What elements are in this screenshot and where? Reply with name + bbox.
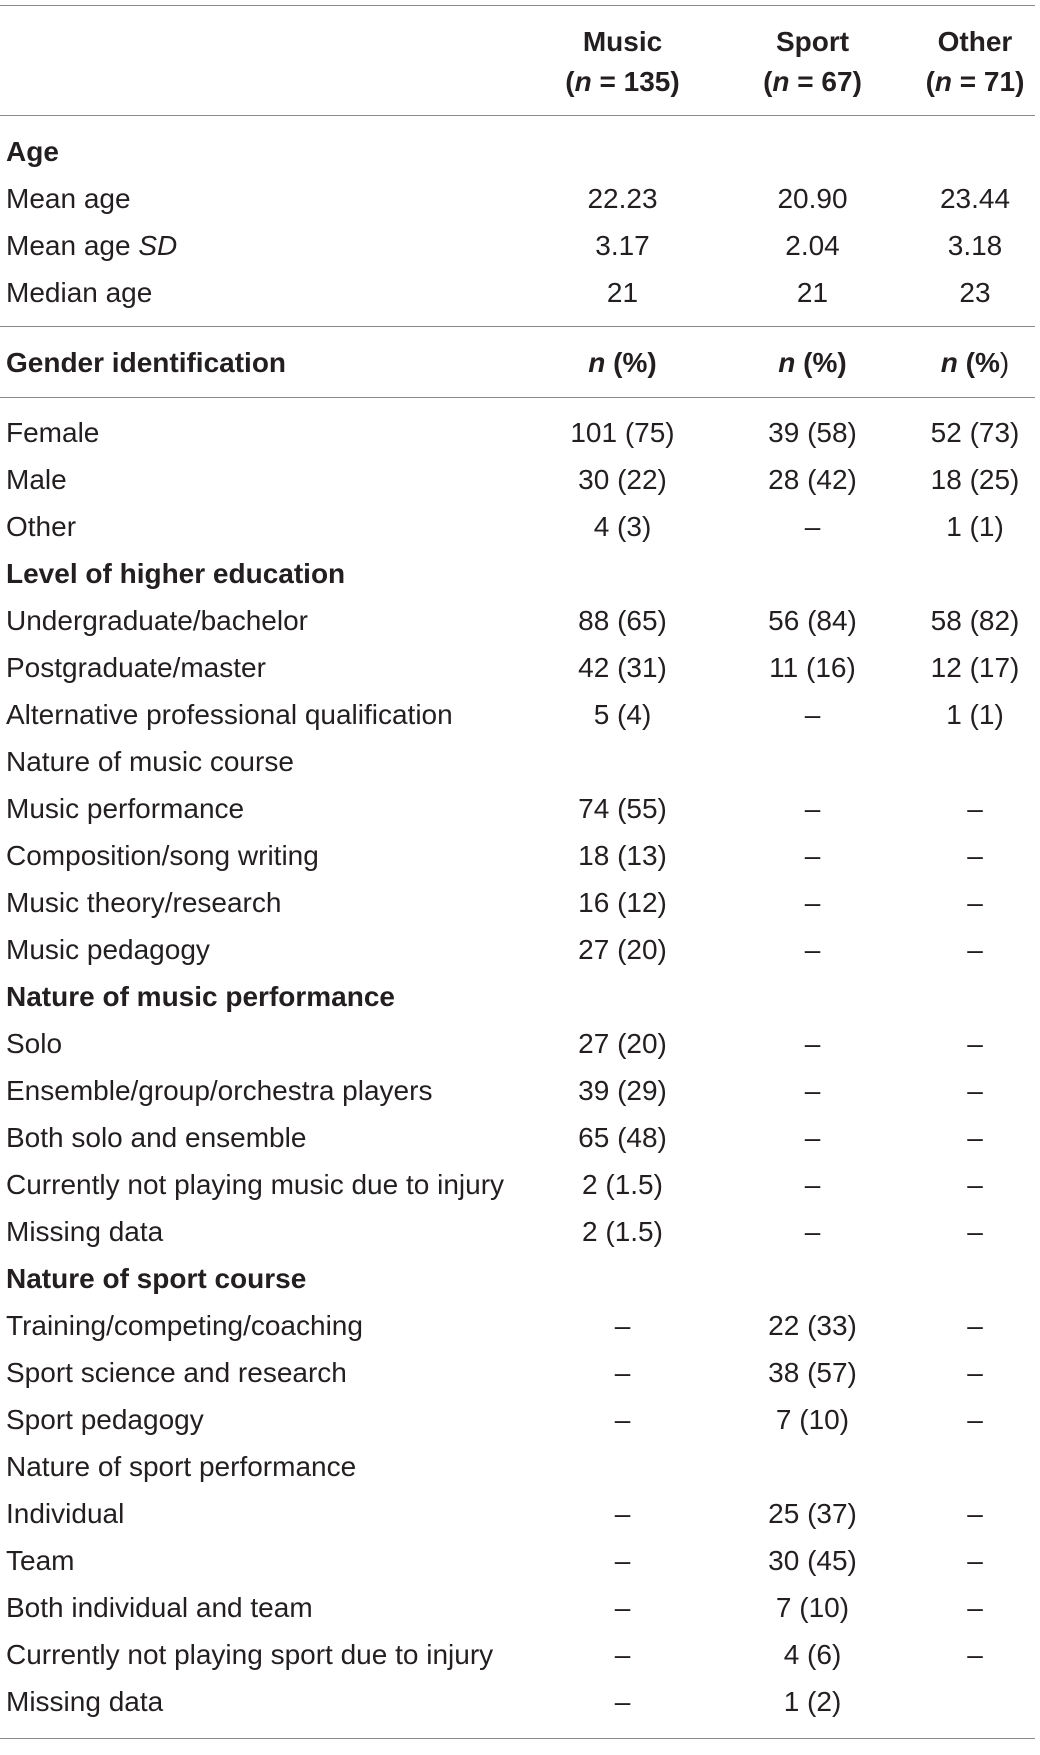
table-row: Female 101 (75) 39 (58) 52 (73) (6, 417, 1020, 448)
section-heading: Nature of music performance (6, 981, 395, 1012)
column-title: Music (582, 26, 663, 57)
section-heading: Nature of sport course (6, 1263, 307, 1294)
table-row: Music theory/research 16 (12) – – (6, 887, 983, 918)
table-row: Alternative professional qualification 5… (6, 699, 1004, 730)
table-top-rule (0, 5, 1035, 6)
table-row: Mean age 22.23 20.90 23.44 (6, 183, 1011, 214)
table-row: Both solo and ensemble 65 (48) – – (6, 1122, 983, 1153)
section-heading: Nature of music course (6, 746, 294, 777)
table-row: Sport pedagogy – 7 (10) – (6, 1404, 983, 1435)
column-header-sport: Sport (n = 67) (730, 22, 895, 102)
table-row: Solo 27 (20) – – (6, 1028, 983, 1059)
table-row: Music performance 74 (55) – – (6, 793, 983, 824)
section-heading: Gender identification n (%) n (%) n (%) (6, 347, 1010, 378)
section-rule (0, 326, 1035, 327)
table-row: Male 30 (22) 28 (42) 18 (25) (6, 464, 1020, 495)
table-row: Mean age SD 3.17 2.04 3.18 (6, 230, 1003, 261)
table-row: Training/competing/coaching – 22 (33) – (6, 1310, 983, 1341)
table-row: Other 4 (3) – 1 (1) (6, 511, 1004, 542)
table-row: Missing data 2 (1.5) – – (6, 1216, 983, 1247)
table-row: Team – 30 (45) – (6, 1545, 983, 1576)
section-heading: Age (6, 136, 59, 167)
table-row: Postgraduate/master 42 (31) 11 (16) 12 (… (6, 652, 1020, 683)
section-rule (0, 397, 1035, 398)
table-header: Music (n = 135) Sport (n = 67) Other (n … (0, 6, 1035, 116)
column-title: Sport (775, 26, 850, 57)
header-bottom-rule (0, 115, 1035, 116)
section-heading: Level of higher education (6, 558, 346, 589)
column-header-other: Other (n = 71) (905, 22, 1040, 102)
section-heading: Nature of sport performance (6, 1451, 357, 1482)
column-header-music: Music (n = 135) (540, 22, 705, 102)
table-row: Ensemble/group/orchestra players 39 (29)… (6, 1075, 983, 1106)
table-row: Undergraduate/bachelor 88 (65) 56 (84) 5… (6, 605, 1020, 636)
table-row: Music pedagogy 27 (20) – – (6, 934, 983, 965)
table-row: Individual – 25 (37) – (6, 1498, 983, 1529)
table-row: Currently not playing sport due to injur… (6, 1639, 983, 1670)
table-row: Missing data – 1 (2) (6, 1686, 842, 1717)
table-row: Both individual and team – 7 (10) – (6, 1592, 983, 1623)
table-bottom-rule (0, 1738, 1035, 1739)
table-row: Currently not playing music due to injur… (6, 1169, 983, 1200)
table-row: Median age 21 21 23 (6, 277, 991, 308)
table-row: Sport science and research – 38 (57) – (6, 1357, 983, 1388)
table-row: Composition/song writing 18 (13) – – (6, 840, 983, 871)
column-title: Other (937, 26, 1013, 57)
